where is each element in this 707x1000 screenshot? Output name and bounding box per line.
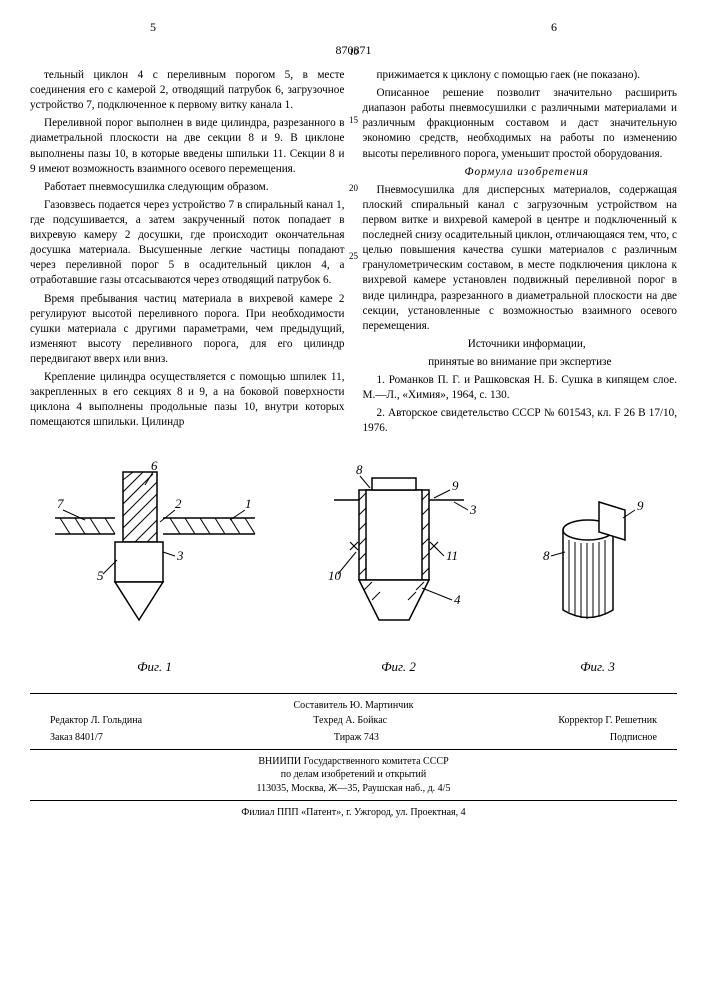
- sources-title: Источники информации,: [363, 337, 678, 352]
- left-column: тельный циклон 4 с переливным порогом 5,…: [30, 68, 345, 440]
- divider: [30, 749, 677, 750]
- figure-2-label: Фиг. 2: [304, 659, 494, 675]
- footer-org-line: по делам изобретений и открытий: [30, 768, 677, 782]
- paragraph: Переливной порог выполнен в виде цилиндр…: [30, 116, 345, 176]
- footer-org: ВНИИПИ Государственного комитета СССР по…: [30, 755, 677, 796]
- footer-addr2: Филиал ППП «Патент», г. Ужгород, ул. Про…: [30, 806, 677, 820]
- fig-mark: 7: [57, 496, 64, 511]
- fig-mark: 9: [637, 498, 644, 513]
- fig-mark: 10: [328, 568, 342, 583]
- footer-row: Заказ 8401/7 Тираж 743 Подписное: [30, 732, 677, 743]
- footer-addr: 113035, Москва, Ж—35, Раушская наб., д. …: [30, 782, 677, 796]
- line-marker: 15: [349, 116, 358, 125]
- paragraph: Описанное решение позволит значительно р…: [363, 86, 678, 162]
- footer-tech: Техред А. Бойкас: [313, 715, 387, 726]
- figure-1-label: Фиг. 1: [45, 659, 265, 675]
- fig-mark: 1: [245, 496, 252, 511]
- footer-corrector: Корректор Г. Решетник: [558, 715, 657, 726]
- footer: Составитель Ю. Мартинчик Редактор Л. Гол…: [30, 693, 677, 820]
- line-markers: 10 15 20 25: [349, 48, 358, 320]
- fig-mark: 3: [176, 548, 184, 563]
- fig-mark: 3: [469, 502, 477, 517]
- footer-order: Заказ 8401/7: [50, 732, 103, 743]
- sources-subtitle: принятые во внимание при экспертизе: [363, 355, 678, 370]
- fig-mark: 8: [543, 548, 550, 563]
- paragraph: тельный циклон 4 с переливным порогом 5,…: [30, 68, 345, 113]
- source-item: 2. Авторское свидетельство СССР № 601543…: [363, 406, 678, 436]
- line-marker: 25: [349, 252, 358, 261]
- figure-3-label: Фиг. 3: [533, 659, 663, 675]
- footer-compiler: Составитель Ю. Мартинчик: [30, 700, 677, 711]
- footer-org-line: ВНИИПИ Государственного комитета СССР: [30, 755, 677, 769]
- paragraph: Время пребывания частиц материала в вихр…: [30, 292, 345, 368]
- figure-1: 7 6 2 1 3 5 Фиг. 1: [45, 460, 265, 675]
- footer-editor: Редактор Л. Гольдина: [50, 715, 142, 726]
- paragraph: Пневмосушилка для дисперсных материалов,…: [363, 183, 678, 334]
- formula-title: Формула изобретения: [363, 165, 678, 180]
- footer-tirazh: Тираж 743: [334, 732, 379, 743]
- paragraph: Работает пневмосушилка следующим образом…: [30, 180, 345, 195]
- fig-mark: 6: [151, 460, 158, 473]
- divider: [30, 800, 677, 801]
- fig-mark: 2: [175, 496, 182, 511]
- fig-mark: 11: [446, 548, 458, 563]
- fig-mark: 5: [97, 568, 104, 583]
- page: 5 6 870871 10 15 20 25 тельный циклон 4 …: [0, 0, 707, 835]
- source-item: 1. Романков П. Г. и Рашковская Н. Б. Суш…: [363, 373, 678, 403]
- fig-mark: 9: [452, 478, 459, 493]
- page-num-left: 5: [150, 20, 156, 35]
- fig-mark: 8: [356, 462, 363, 477]
- page-header: 5 6: [30, 20, 677, 43]
- paragraph: Газовзвесь подается через устройство 7 в…: [30, 198, 345, 289]
- figure-3: 8 9 Фиг. 3: [533, 490, 663, 675]
- footer-sub: Подписное: [610, 732, 657, 743]
- page-num-right: 6: [551, 20, 557, 35]
- figure-2: 8 9 3 11 4 10 Фиг. 2: [304, 460, 494, 675]
- figure-2-svg: 8 9 3 11 4 10: [304, 460, 494, 650]
- line-marker: 10: [349, 48, 358, 57]
- line-marker: 20: [349, 184, 358, 193]
- right-column: прижимается к циклону с помощью гаек (не…: [363, 68, 678, 440]
- paragraph: Крепление цилиндра осуществляется с помо…: [30, 370, 345, 430]
- paragraph: прижимается к циклону с помощью гаек (не…: [363, 68, 678, 83]
- figure-1-svg: 7 6 2 1 3 5: [45, 460, 265, 650]
- fig-mark: 4: [454, 592, 461, 607]
- figures-row: 7 6 2 1 3 5 Фиг. 1: [30, 460, 677, 675]
- figure-3-svg: 8 9: [533, 490, 663, 650]
- footer-row: Редактор Л. Гольдина Техред А. Бойкас Ко…: [30, 715, 677, 726]
